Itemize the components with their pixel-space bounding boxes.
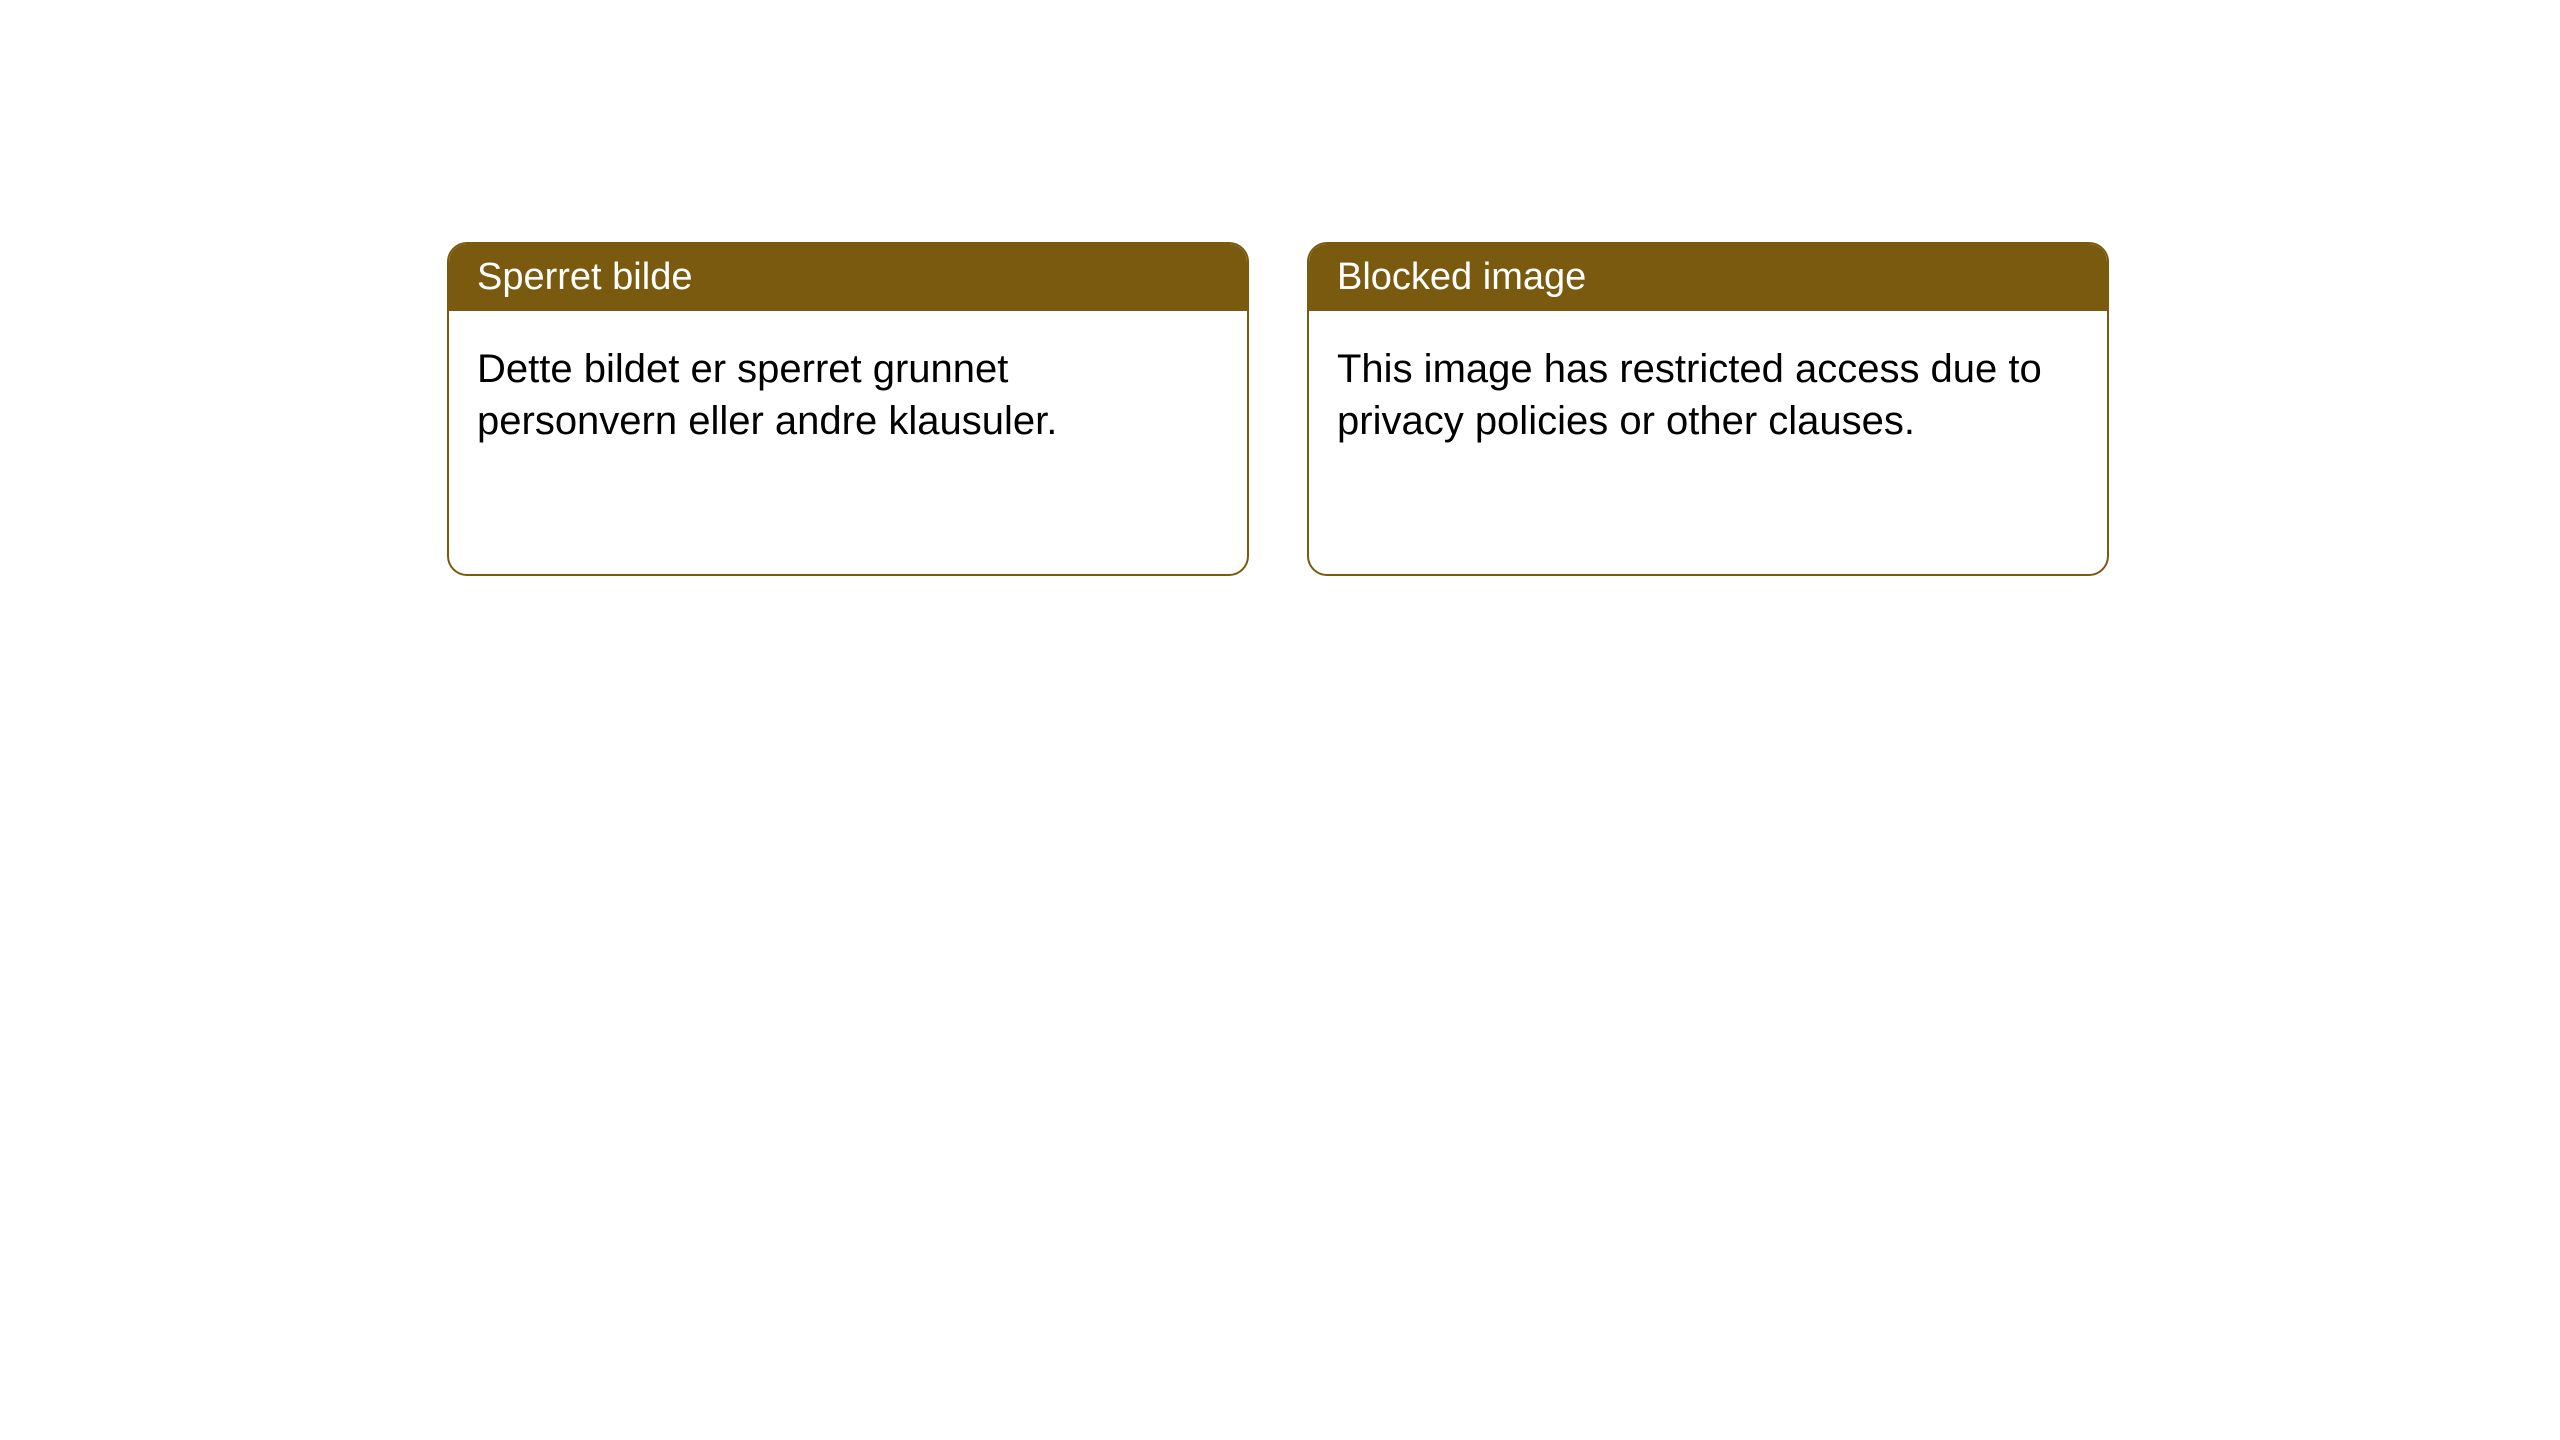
notice-container: Sperret bilde Dette bildet er sperret gr… [447, 242, 2109, 576]
notice-card-norwegian: Sperret bilde Dette bildet er sperret gr… [447, 242, 1249, 576]
notice-card-body: Dette bildet er sperret grunnet personve… [449, 311, 1247, 479]
notice-card-title: Sperret bilde [449, 244, 1247, 311]
notice-card-body: This image has restricted access due to … [1309, 311, 2107, 479]
notice-card-title: Blocked image [1309, 244, 2107, 311]
notice-card-english: Blocked image This image has restricted … [1307, 242, 2109, 576]
